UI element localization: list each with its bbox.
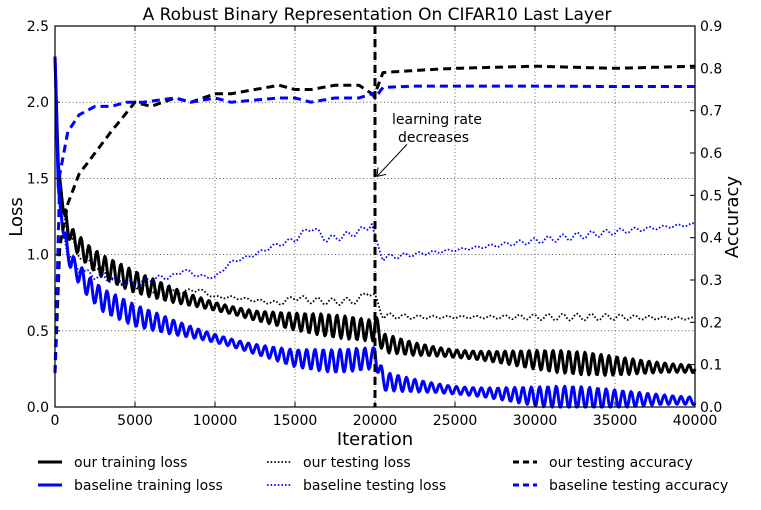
y-left-tick-label: 1.0: [27, 248, 49, 264]
y-axis-label-left: Loss: [6, 197, 27, 236]
x-tick-label: 10000: [193, 413, 238, 429]
legend-label-our-training-loss: our training loss: [74, 455, 187, 471]
legend: our training loss baseline training loss o…: [38, 455, 728, 494]
y-left-tick-label: 2.0: [27, 95, 49, 111]
series-our-testing-accuracy: [53, 64, 696, 374]
y-right-tick-label: 0.0: [700, 400, 722, 416]
y-right-tick-label: 0.8: [700, 61, 722, 77]
y-right-tick-label: 0.9: [700, 19, 722, 35]
x-tick-label: 40000: [673, 413, 718, 429]
x-tick-label: 15000: [273, 413, 318, 429]
annotation-arrow: [376, 144, 408, 177]
chart-title: A Robust Binary Representation On CIFAR1…: [143, 5, 612, 25]
x-axis-label: Iteration: [337, 429, 413, 450]
annotation: learning rate decreases: [376, 112, 482, 177]
plot-frame: [54, 25, 696, 408]
annotation-line-1: learning rate: [392, 112, 482, 128]
y-right-tick-label: 0.7: [700, 104, 722, 120]
y-right-tick-label: 0.5: [700, 188, 722, 204]
x-tick-label: 35000: [593, 413, 638, 429]
y-left-tick-label: 1.5: [27, 171, 49, 187]
y-left-tick-label: 0.5: [27, 324, 49, 340]
series-our-testing-loss: [54, 71, 696, 322]
legend-label-baseline-testing-loss: baseline testing loss: [303, 478, 446, 494]
legend-label-our-testing-accuracy: our testing accuracy: [549, 455, 693, 471]
x-tick-label: 5000: [117, 413, 153, 429]
x-tick-label: 0: [51, 413, 60, 429]
series-layer: [53, 26, 697, 409]
annotation-arrowhead: [376, 167, 387, 177]
y-left-tick-label: 0.0: [27, 400, 49, 416]
legend-label-baseline-training-loss: baseline training loss: [74, 478, 223, 494]
series-baseline-testing-loss: [54, 71, 696, 289]
y-right-tick-label: 0.6: [700, 146, 722, 162]
y-left-tick-label: 2.5: [27, 19, 49, 35]
y-right-tick-label: 0.2: [700, 315, 722, 331]
y-right-tick-label: 0.4: [700, 231, 722, 247]
y-right-tick-label: 0.3: [700, 273, 722, 289]
legend-label-our-testing-loss: our testing loss: [303, 455, 411, 471]
y-axis-label-right: Accuracy: [722, 176, 743, 259]
series-baseline-training-loss: [53, 56, 697, 409]
x-tick-label: 25000: [433, 413, 478, 429]
legend-label-baseline-testing-accuracy: baseline testing accuracy: [549, 478, 728, 494]
ticks: 0 5000 10000 15000 20000 25000 30000 35000 40000…: [27, 19, 723, 429]
y-right-tick-label: 0.1: [700, 358, 722, 374]
x-tick-label: 20000: [353, 413, 398, 429]
x-tick-label: 30000: [513, 413, 558, 429]
annotation-line-2: decreases: [398, 130, 469, 146]
